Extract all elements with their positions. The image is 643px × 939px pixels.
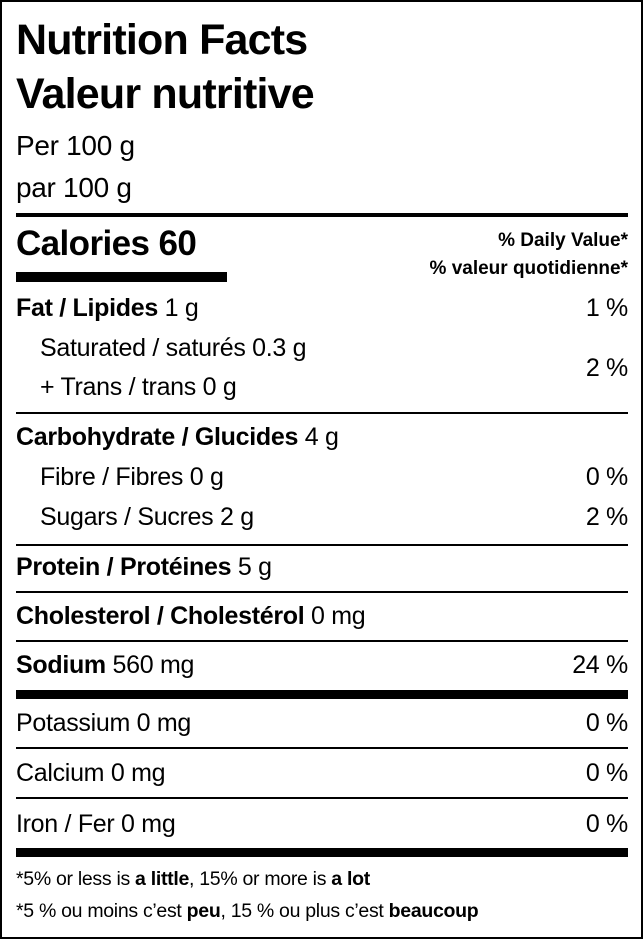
row-saturated: Saturated / saturés 0.3 g bbox=[40, 334, 307, 362]
dv-value: 0 % bbox=[585, 463, 628, 491]
divider bbox=[16, 412, 628, 414]
row-cholesterol: Cholesterol / Cholestérol 0 mg bbox=[16, 602, 366, 630]
dv-value: 0 % bbox=[585, 759, 628, 787]
divider bbox=[16, 640, 628, 642]
dv-value: 0 % bbox=[585, 709, 628, 737]
calories-label: Calories bbox=[16, 224, 150, 263]
row-potassium: Potassium 0 mg 0 % bbox=[16, 706, 628, 740]
serving-en: Per 100 g bbox=[16, 130, 135, 161]
row-sat-trans-dv: 2 % bbox=[16, 351, 628, 385]
row-sodium: Sodium 560 mg 24 % bbox=[16, 648, 628, 682]
calories-underline bbox=[16, 272, 227, 282]
row-trans: + Trans / trans 0 g bbox=[40, 373, 237, 401]
footnote-fr: *5 % ou moins c’est peu, 15 % ou plus c’… bbox=[16, 900, 479, 922]
title-fr: Valeur nutritive bbox=[16, 70, 315, 118]
thick-divider bbox=[16, 213, 628, 217]
divider bbox=[16, 747, 628, 749]
title-en: Nutrition Facts bbox=[16, 16, 308, 64]
dv-value: 1 % bbox=[585, 294, 628, 322]
calories-value: 60 bbox=[158, 224, 197, 263]
divider bbox=[16, 591, 628, 593]
dv-value: 0 % bbox=[585, 810, 628, 838]
dv-value: 2 % bbox=[585, 354, 628, 382]
daily-value-en: % Daily Value* bbox=[498, 230, 628, 251]
divider bbox=[16, 544, 628, 546]
thick-divider bbox=[16, 848, 628, 857]
daily-value-fr: % valeur quotidienne* bbox=[429, 258, 628, 279]
calories: Calories 60 bbox=[16, 224, 197, 264]
thick-divider bbox=[16, 690, 628, 699]
divider bbox=[16, 797, 628, 799]
row-iron: Iron / Fer 0 mg 0 % bbox=[16, 807, 628, 841]
serving-fr: par 100 g bbox=[16, 172, 132, 203]
dv-value: 24 % bbox=[572, 651, 628, 679]
row-calcium: Calcium 0 mg 0 % bbox=[16, 756, 628, 790]
dv-value: 2 % bbox=[585, 503, 628, 531]
row-carbohydrate: Carbohydrate / Glucides 4 g bbox=[16, 423, 339, 451]
footnote-en: *5% or less is a little, 15% or more is … bbox=[16, 868, 370, 890]
row-protein: Protein / Protéines 5 g bbox=[16, 553, 272, 581]
